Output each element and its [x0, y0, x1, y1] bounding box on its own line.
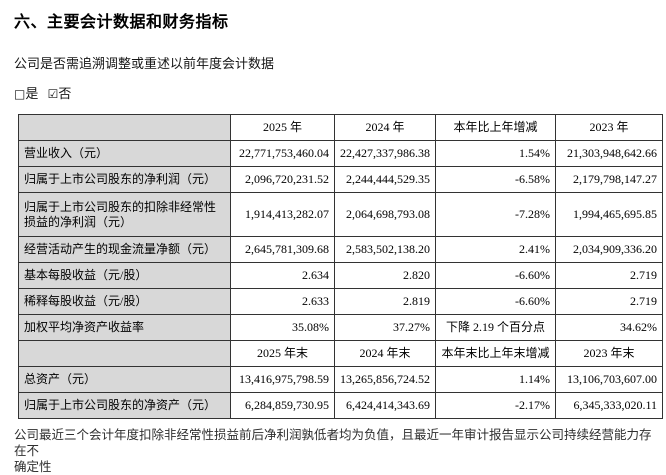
annual-header-row: 2025 年 2024 年 本年比上年增减 2023 年	[18, 114, 663, 141]
checkbox-yes-label: 是	[25, 86, 39, 101]
checkbox-yes[interactable]: □是	[14, 86, 38, 101]
cell-2025: 2.634	[230, 262, 335, 289]
going-concern-footnote: 公司最近三个会计年度扣除非经常性损益前后净利润孰低者均为负值，且最近一年审计报告…	[14, 427, 652, 475]
cell-2023: 1,994,465,695.85	[555, 192, 663, 237]
cell-2023: 2,179,798,147.27	[555, 166, 663, 193]
table-row-diluted-eps: 稀释每股收益（元/股） 2.633 2.819 -6.60% 2.719	[18, 288, 663, 315]
header-period-change: 本年末比上年末增减	[435, 340, 556, 367]
row-label: 稀释每股收益（元/股）	[18, 288, 231, 315]
row-label: 营业收入（元）	[18, 140, 231, 167]
cell-2023: 6,345,333,020.11	[555, 392, 663, 419]
table-row-net-profit-deducted: 归属于上市公司股东的扣除非经常性损益的净利润（元） 1,914,413,282.…	[18, 192, 663, 237]
table-row-net-assets: 归属于上市公司股东的净资产（元） 6,284,859,730.95 6,424,…	[18, 392, 663, 419]
table-row-total-assets: 总资产（元） 13,416,975,798.59 13,265,856,724.…	[18, 366, 663, 393]
cell-2024: 2,583,502,138.20	[334, 236, 436, 263]
cell-change: -7.28%	[435, 192, 556, 237]
cell-change: 1.54%	[435, 140, 556, 167]
cell-2025: 2,645,781,309.68	[230, 236, 335, 263]
cell-2023: 2.719	[555, 262, 663, 289]
checkbox-unchecked-icon: □	[14, 87, 26, 101]
row-label: 经营活动产生的现金流量净额（元）	[18, 236, 231, 263]
cell-change: -6.60%	[435, 288, 556, 315]
footnote-line1: 公司最近三个会计年度扣除非经常性损益前后净利润孰低者均为负值，且最近一年审计报告…	[14, 428, 652, 458]
checkbox-no[interactable]: ☑否	[48, 86, 72, 101]
table-row-net-profit: 归属于上市公司股东的净利润（元） 2,096,720,231.52 2,244,…	[18, 166, 663, 193]
header-yoy-change: 本年比上年增减	[435, 114, 556, 141]
header-2023-end: 2023 年末	[555, 340, 663, 367]
cell-change: 2.41%	[435, 236, 556, 263]
cell-2025: 22,771,753,460.04	[230, 140, 335, 167]
cell-2024: 2.819	[334, 288, 436, 315]
header-blank-cell	[18, 114, 231, 141]
period-header-row: 2025 年末 2024 年末 本年末比上年末增减 2023 年末	[18, 340, 663, 367]
header-2023: 2023 年	[555, 114, 663, 141]
financial-indicators-table: 2025 年 2024 年 本年比上年增减 2023 年 营业收入（元） 22,…	[18, 114, 663, 419]
header-2025-end: 2025 年末	[230, 340, 335, 367]
cell-2024: 13,265,856,724.52	[334, 366, 436, 393]
table-row-weighted-roe: 加权平均净资产收益率 35.08% 37.27% 下降 2.19 个百分点 34…	[18, 314, 663, 341]
cell-2025: 1,914,413,282.07	[230, 192, 335, 237]
cell-2025: 2.633	[230, 288, 335, 315]
header-blank-cell	[18, 340, 231, 367]
row-label: 总资产（元）	[18, 366, 231, 393]
cell-2025: 6,284,859,730.95	[230, 392, 335, 419]
checkbox-no-label: 否	[58, 86, 72, 101]
cell-2025: 35.08%	[230, 314, 335, 341]
row-label: 加权平均净资产收益率	[18, 314, 231, 341]
cell-change: 1.14%	[435, 366, 556, 393]
header-2025: 2025 年	[230, 114, 335, 141]
cell-2023: 21,303,948,642.66	[555, 140, 663, 167]
section-title: 六、主要会计数据和财务指标	[14, 14, 229, 31]
cell-2023: 13,106,703,607.00	[555, 366, 663, 393]
cell-change: -6.58%	[435, 166, 556, 193]
table-row-basic-eps: 基本每股收益（元/股） 2.634 2.820 -6.60% 2.719	[18, 262, 663, 289]
checkbox-line: □是 ☑否	[14, 83, 666, 102]
row-label: 归属于上市公司股东的扣除非经常性损益的净利润（元）	[18, 192, 231, 237]
row-label: 基本每股收益（元/股）	[18, 262, 231, 289]
header-2024: 2024 年	[334, 114, 436, 141]
restatement-question: 公司是否需追溯调整或重述以前年度会计数据	[14, 56, 275, 71]
row-label: 归属于上市公司股东的净利润（元）	[18, 166, 231, 193]
cell-change: 下降 2.19 个百分点	[435, 314, 556, 341]
table-row-revenue: 营业收入（元） 22,771,753,460.04 22,427,337,986…	[18, 140, 663, 167]
footnote-line2: 确定性	[14, 460, 52, 474]
cell-2024: 2,064,698,793.08	[334, 192, 436, 237]
cell-2024: 2,244,444,529.35	[334, 166, 436, 193]
cell-2023: 2.719	[555, 288, 663, 315]
checkbox-checked-icon: ☑	[47, 87, 59, 101]
cell-2024: 37.27%	[334, 314, 436, 341]
cell-2023: 34.62%	[555, 314, 663, 341]
cell-2023: 2,034,909,336.20	[555, 236, 663, 263]
cell-2025: 2,096,720,231.52	[230, 166, 335, 193]
cell-2024: 22,427,337,986.38	[334, 140, 436, 167]
cell-change: -2.17%	[435, 392, 556, 419]
row-label: 归属于上市公司股东的净资产（元）	[18, 392, 231, 419]
cell-2024: 6,424,414,343.69	[334, 392, 436, 419]
header-2024-end: 2024 年末	[334, 340, 436, 367]
cell-2025: 13,416,975,798.59	[230, 366, 335, 393]
cell-change: -6.60%	[435, 262, 556, 289]
table-row-operating-cash-flow: 经营活动产生的现金流量净额（元） 2,645,781,309.68 2,583,…	[18, 236, 663, 263]
cell-2024: 2.820	[334, 262, 436, 289]
